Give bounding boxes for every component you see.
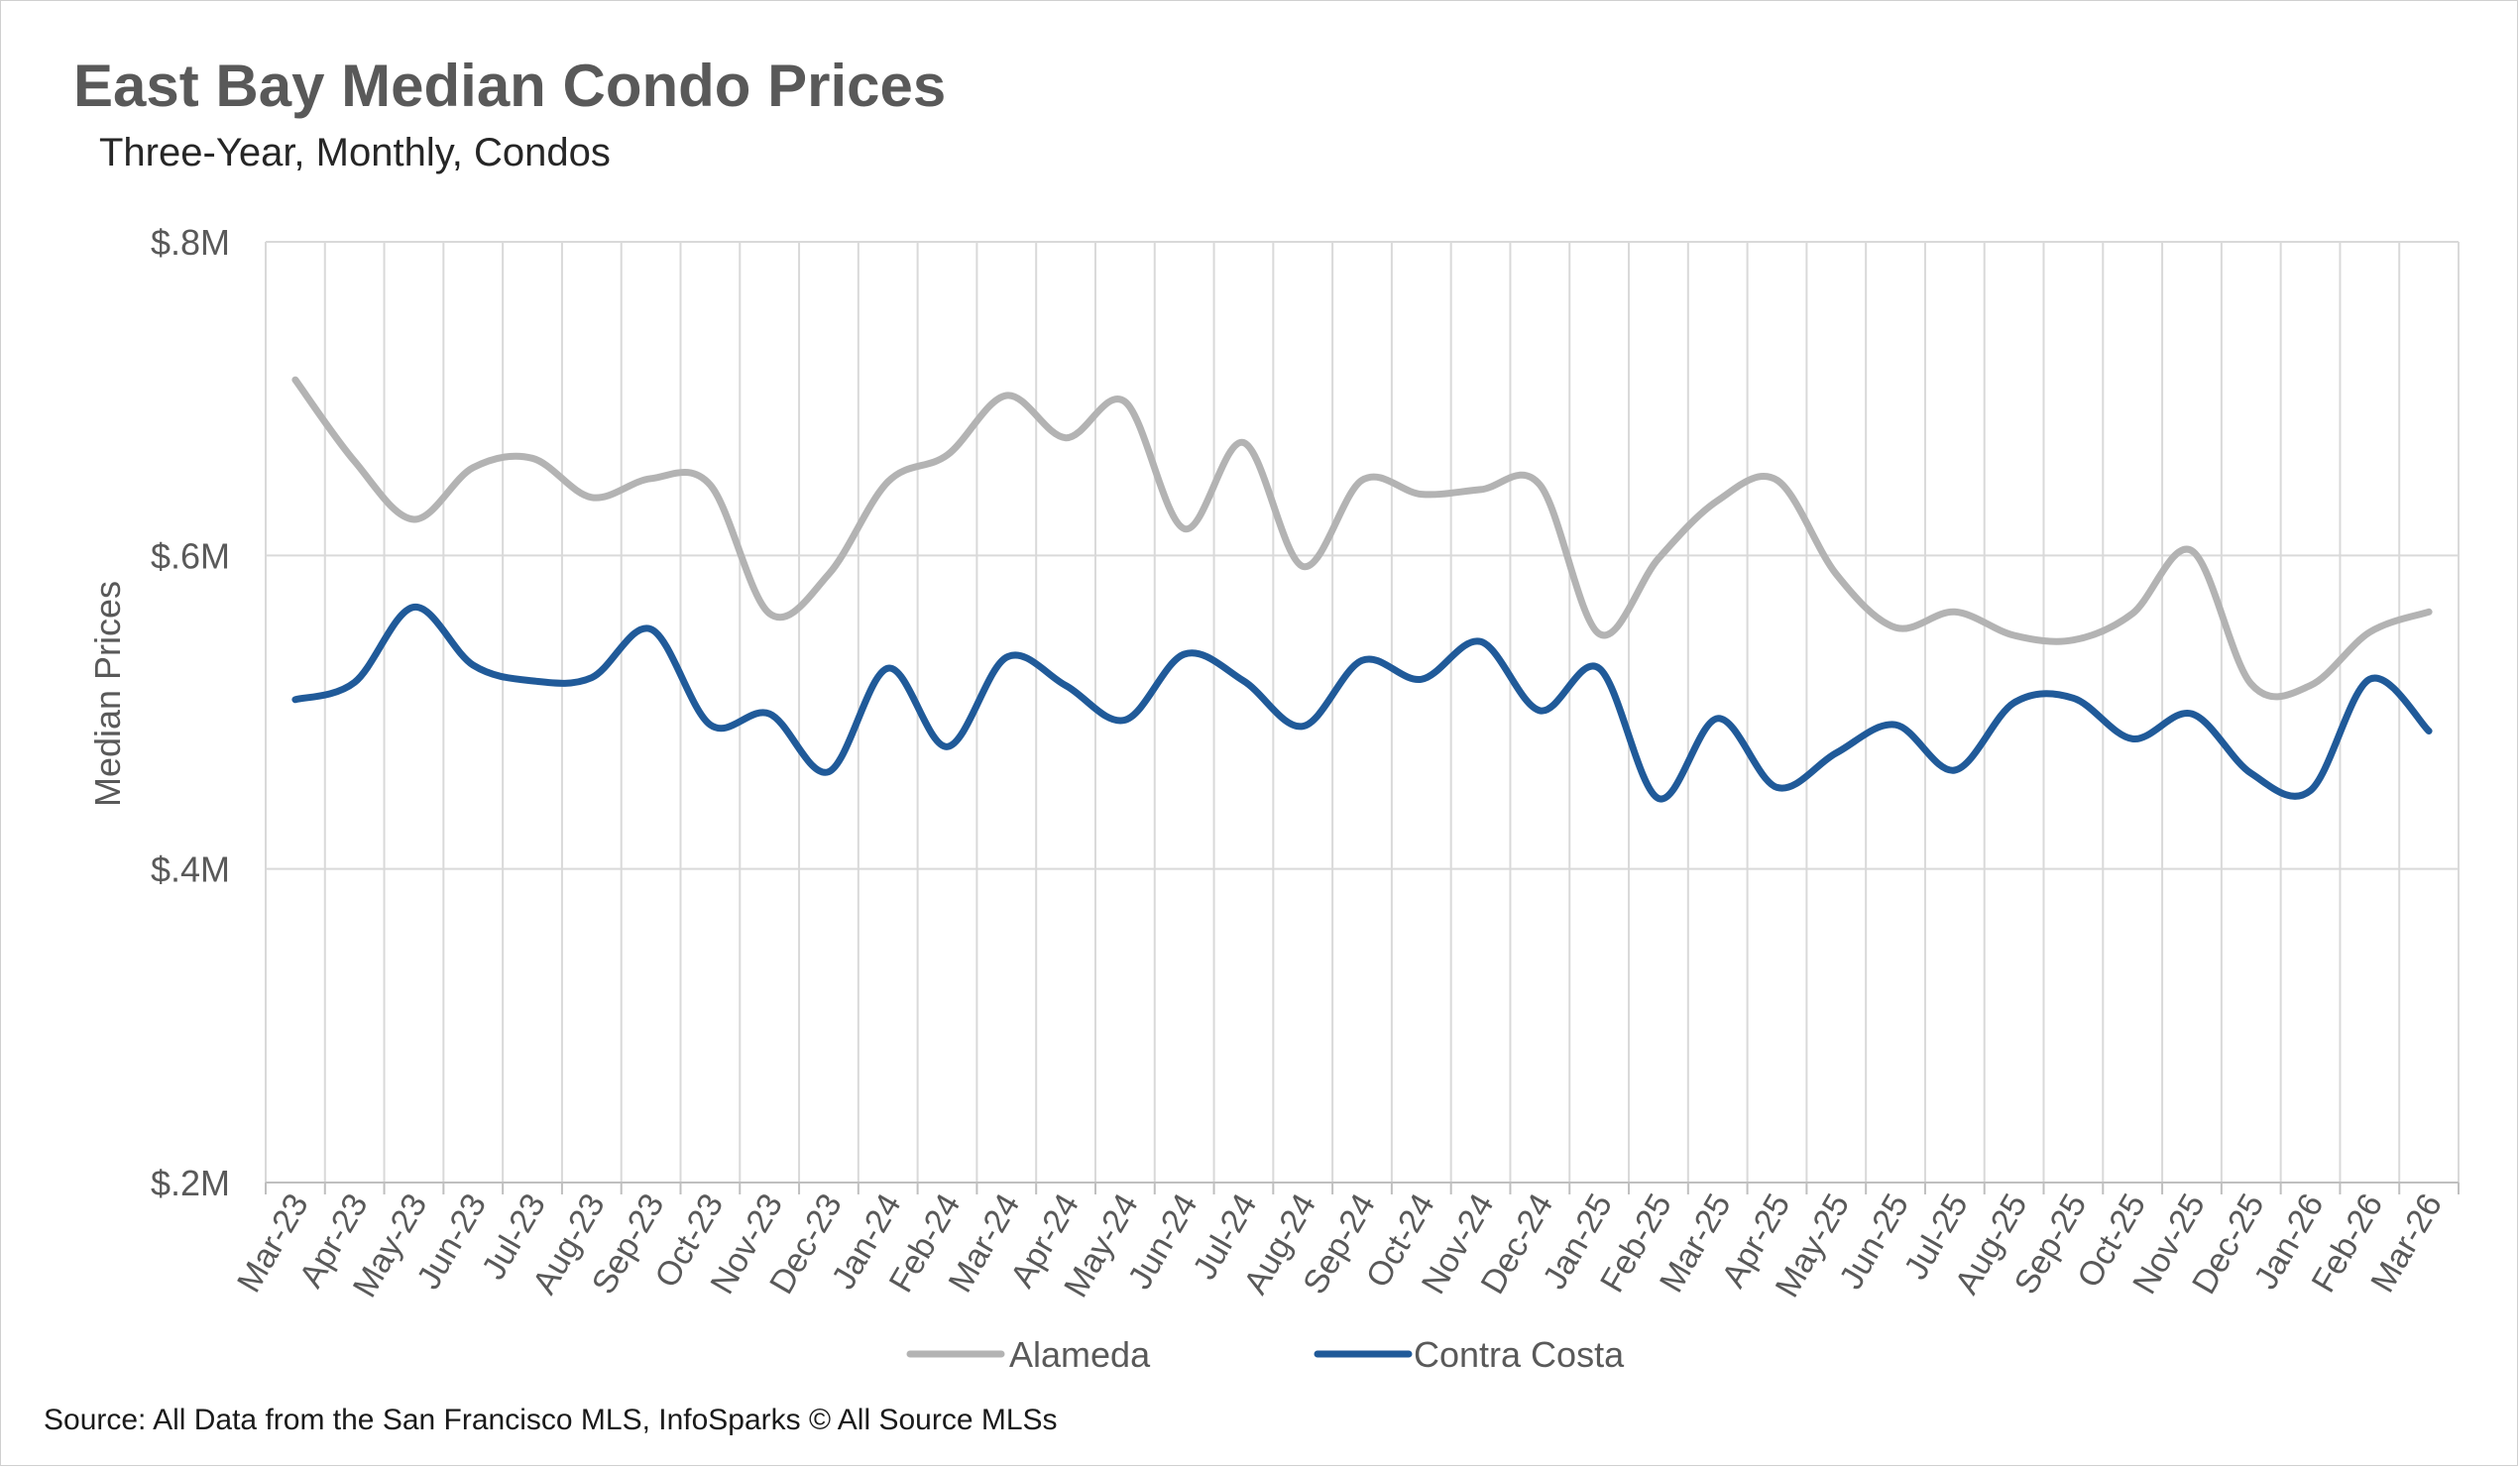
chart-title: East Bay Median Condo Prices bbox=[73, 53, 947, 119]
y-tick-label: $.4M bbox=[151, 849, 230, 890]
axes bbox=[265, 1182, 2460, 1194]
legend-label-alameda: Alameda bbox=[1009, 1334, 1151, 1375]
y-tick-label: $.8M bbox=[151, 222, 230, 263]
y-tick-label: $.6M bbox=[151, 535, 230, 576]
x-tick-labels: Mar-23Apr-23May-23Jun-23Jul-23Aug-23Sep-… bbox=[230, 1187, 2450, 1303]
y-tick-labels: $.2M $.4M $.6M $.8M bbox=[151, 222, 230, 1203]
legend-label-contra-costa: Contra Costa bbox=[1414, 1334, 1625, 1375]
series-lines bbox=[291, 376, 2433, 803]
chart-subtitle: Three-Year, Monthly, Condos bbox=[99, 131, 611, 174]
gridlines bbox=[265, 241, 2460, 1184]
y-axis-title: Median Prices bbox=[87, 581, 128, 807]
legend: Alameda Contra Costa bbox=[906, 1334, 1625, 1375]
y-tick-label: $.2M bbox=[151, 1163, 230, 1203]
source-note: Source: All Data from the San Francisco … bbox=[44, 1404, 1058, 1436]
series-line-contra-costa bbox=[291, 604, 2433, 803]
